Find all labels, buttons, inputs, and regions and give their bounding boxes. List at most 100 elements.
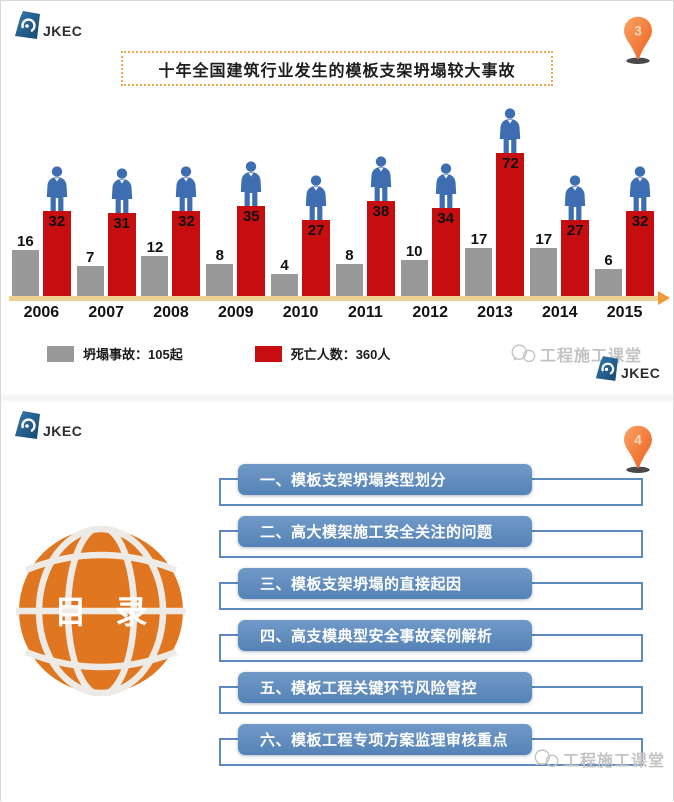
x-axis-line <box>9 291 670 305</box>
person-icon <box>43 166 71 212</box>
year-label: 2006 <box>23 304 60 321</box>
jkec-logo-icon <box>15 11 40 39</box>
toc-item-label: 六、模板工程专项方案监理审核重点 <box>260 732 509 749</box>
chart-year-group: 16 32 <box>9 166 74 296</box>
death-bar: 27 <box>561 220 590 296</box>
death-bar: 38 <box>366 201 395 296</box>
accident-bar <box>465 248 493 296</box>
toc-row: 六、模板工程专项方案监理审核重点 <box>219 724 643 776</box>
death-bar-column: 72 <box>496 108 525 296</box>
year-label: 2014 <box>541 304 578 321</box>
person-icon <box>367 156 395 202</box>
toc-row: 二、高大模架施工安全关注的问题 <box>219 516 643 568</box>
accident-bar <box>141 256 169 296</box>
person-icon <box>302 175 330 221</box>
legend-item-deaths: 死亡人数：360人 <box>254 344 390 363</box>
chart-year-row: 2006 2007 2008 2009 2010 2011 2012 2013 2014 2015 <box>9 304 657 322</box>
death-bar: 72 <box>496 153 525 296</box>
slide-divider <box>1 393 673 403</box>
legend-swatch-deaths <box>254 345 282 362</box>
toc-item-button[interactable]: 四、高支模典型安全事故案例解析 <box>238 620 532 651</box>
death-value: 35 <box>242 208 260 225</box>
death-value: 27 <box>307 222 325 239</box>
toc-item-label: 一、模板支架坍塌类型划分 <box>260 472 447 489</box>
accident-value: 17 <box>535 230 553 248</box>
accident-value: 4 <box>280 256 289 274</box>
accident-bar-column: 17 <box>530 230 558 296</box>
jkec-logo: JKEC <box>14 410 82 440</box>
toc-item-button[interactable]: 六、模板工程专项方案监理审核重点 <box>238 724 532 755</box>
toc-item-label: 二、高大模架施工安全关注的问题 <box>260 524 493 541</box>
slide-accident-chart: JKEC 3 十年全国建筑行业发生的模板支架坍塌较大事故 16 <box>1 1 673 393</box>
accident-bar-column: 17 <box>465 231 493 296</box>
death-value: 34 <box>437 210 455 227</box>
death-bar-column: 27 <box>561 175 590 296</box>
toc-list: 一、模板支架坍塌类型划分 二、高大模架施工安全关注的问题 三、模板支架坍塌的直接… <box>219 464 643 776</box>
accident-value: 8 <box>345 246 354 264</box>
toc-item-button[interactable]: 五、模板工程关键环节风险管控 <box>238 672 532 703</box>
chart-year-group: 7 31 <box>74 168 139 296</box>
slide-table-of-contents: JKEC 4 目 录 一、模板支架坍塌类型划分 <box>1 403 673 802</box>
year-label: 2012 <box>412 304 448 321</box>
chat-bubbles-icon <box>511 344 536 363</box>
year-label: 2010 <box>282 304 319 321</box>
chat-bubbles-icon <box>534 749 559 768</box>
year-label: 2009 <box>217 304 254 321</box>
death-bar: 32 <box>42 211 71 296</box>
chart-year-group: 4 27 <box>268 175 333 296</box>
accident-bar-column: 16 <box>11 232 39 296</box>
accident-bar-column: 10 <box>400 242 428 296</box>
toc-item-button[interactable]: 三、模板支架坍塌的直接起因 <box>238 568 532 599</box>
death-bar-column: 38 <box>366 156 395 296</box>
legend-swatch-accidents <box>47 345 74 362</box>
toc-globe-title: 目 录 <box>55 594 158 630</box>
jkec-logo-icon <box>15 411 40 439</box>
chart-legend: 坍塌事故：105起 死亡人数：360人 <box>47 344 390 363</box>
toc-item-button[interactable]: 二、高大模架施工安全关注的问题 <box>238 516 532 547</box>
person-icon <box>172 166 200 212</box>
death-bar: 35 <box>237 206 266 296</box>
death-value: 32 <box>631 213 649 230</box>
chart-year-group: 12 32 <box>139 166 204 296</box>
accident-value: 10 <box>405 242 423 260</box>
year-label: 2011 <box>348 304 383 321</box>
legend-label-accidents: 坍塌事故：105起 <box>83 347 183 362</box>
death-value: 31 <box>113 215 131 232</box>
page-pin-marker: 3 <box>620 15 656 72</box>
watermark: 工程施工课堂 <box>532 747 665 771</box>
jkec-logo-text: JKEC <box>621 365 661 381</box>
accident-bar <box>530 248 558 296</box>
accident-bar-column: 7 <box>76 248 104 296</box>
page-number: 4 <box>634 433 642 448</box>
death-value: 32 <box>48 213 66 230</box>
person-icon <box>108 168 136 214</box>
jkec-logo: JKEC <box>14 10 82 40</box>
watermark-text: 工程施工课堂 <box>562 753 665 770</box>
toc-row: 五、模板工程关键环节风险管控 <box>219 672 643 724</box>
toc-item-label: 五、模板工程关键环节风险管控 <box>260 680 478 697</box>
accident-bar <box>335 264 363 296</box>
death-value: 32 <box>178 213 195 230</box>
toc-item-button[interactable]: 一、模板支架坍塌类型划分 <box>238 464 532 495</box>
toc-row: 一、模板支架坍塌类型划分 <box>219 464 643 516</box>
death-bar-column: 27 <box>302 175 331 296</box>
accident-bar <box>76 266 104 296</box>
accident-bar <box>206 264 234 296</box>
death-value: 27 <box>566 222 584 239</box>
chart-title: 十年全国建筑行业发生的模板支架坍塌较大事故 <box>121 51 553 86</box>
page-pin-marker: 4 <box>620 424 656 481</box>
accident-value: 6 <box>604 251 613 269</box>
year-label: 2013 <box>477 304 513 321</box>
person-icon <box>561 175 589 221</box>
toc-item-label: 四、高支模典型安全事故案例解析 <box>260 628 493 645</box>
jkec-logo-small: JKEC <box>595 355 660 382</box>
page-number: 3 <box>634 24 642 39</box>
accident-value: 7 <box>86 248 95 266</box>
legend-item-accidents: 坍塌事故：105起 <box>47 344 183 363</box>
toc-row: 三、模板支架坍塌的直接起因 <box>219 568 643 620</box>
accident-value: 16 <box>17 232 34 250</box>
toc-row: 四、高支模典型安全事故案例解析 <box>219 620 643 672</box>
death-bar-column: 31 <box>107 168 136 296</box>
accident-bar-column: 8 <box>335 246 363 296</box>
year-label: 2015 <box>606 304 643 321</box>
